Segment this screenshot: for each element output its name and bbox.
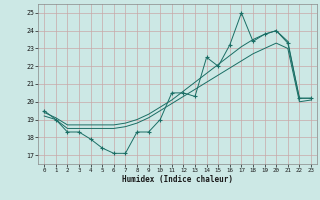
X-axis label: Humidex (Indice chaleur): Humidex (Indice chaleur) (122, 175, 233, 184)
